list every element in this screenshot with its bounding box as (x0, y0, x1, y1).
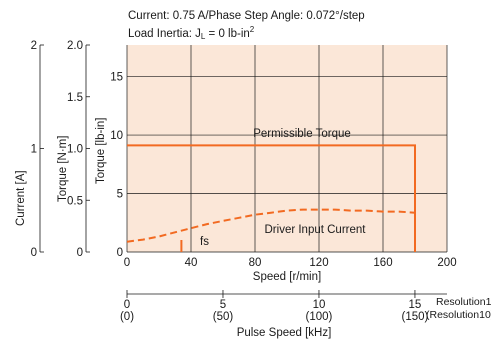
pulse-tick-label: 10 (313, 299, 326, 311)
y-lbin-tick-label: 5 (117, 189, 123, 201)
pulse-tick-label-res10: (50) (213, 311, 234, 323)
y-current-tick-label: 0 (31, 247, 37, 259)
chart-header-line1: Current: 0.75 A/Phase Step Angle: 0.072°… (128, 10, 365, 22)
x-tick-label: 40 (185, 257, 198, 269)
x-tick-label: 160 (373, 257, 392, 269)
permissible-torque-label: Permissible Torque (253, 128, 351, 140)
y-current-tick-label: 2 (31, 40, 37, 52)
pulse-tick-label-res10: (100) (306, 311, 333, 323)
x-tick-label: 0 (124, 257, 130, 269)
y-current-tick-label: 1 (31, 144, 37, 156)
curves (126, 144, 416, 252)
y-nm-tick-label: 1.5 (67, 92, 83, 104)
x-axis-label: Speed [r/min] (253, 271, 321, 283)
chart-header-line2: Load Inertia: JL = 0 lb-in2 (128, 25, 255, 41)
plot-area (127, 45, 447, 252)
y-nm-tick-label: 0.5 (67, 195, 83, 207)
grid (126, 45, 448, 253)
pulse-tick-label-res10: (0) (120, 311, 134, 323)
pulse-tick-label: 5 (220, 299, 226, 311)
pulse-tick-label-res10: (150) (402, 311, 429, 323)
axes: 0 40 80 120 160 20005101500.51.01.52.00120(0)… (31, 40, 457, 323)
y-nm-tick-label: 1.0 (67, 144, 83, 156)
permissible-torque-curve (127, 144, 416, 252)
pulse-tick-label: 0 (124, 299, 130, 311)
x-tick-label: 120 (309, 257, 328, 269)
y-axis-current-label: Current [A] (15, 170, 27, 226)
y-lbin-tick-label: 15 (110, 72, 123, 84)
y-lbin-tick-label: 0 (117, 247, 123, 259)
resolution10-label: (Resolution10) (426, 309, 491, 321)
resolution1-label: Resolution1 (436, 296, 491, 308)
fs-label: fs (200, 236, 209, 248)
pulse-axis-label: Pulse Speed [kHz] (237, 327, 332, 339)
y-axis-lbin-label: Torque [lb-in] (95, 118, 107, 184)
y-lbin-tick-label: 10 (110, 130, 123, 142)
pulse-tick-label: 15 (409, 299, 422, 311)
driver-input-current-label: Driver Input Current (265, 224, 367, 236)
y-axis-nm-label: Torque [N·m] (57, 136, 69, 202)
driver-input-current-curve (126, 208, 416, 243)
x-tick-label: 80 (249, 257, 262, 269)
y-nm-tick-label: 2.0 (67, 40, 83, 52)
x-tick-label: 200 (437, 257, 456, 269)
y-nm-tick-label: 0 (77, 247, 83, 259)
